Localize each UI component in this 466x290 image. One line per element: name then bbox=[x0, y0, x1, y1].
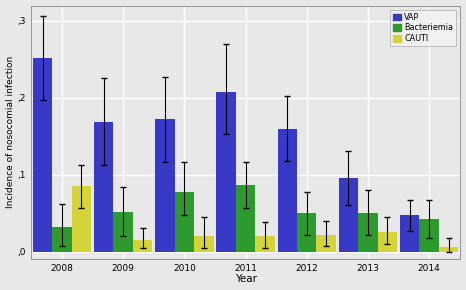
Bar bbox=[236, 185, 255, 251]
Bar bbox=[278, 128, 297, 251]
Bar bbox=[133, 240, 152, 251]
Legend: VAP, Bacteriemia, CAUTI: VAP, Bacteriemia, CAUTI bbox=[390, 10, 456, 46]
Bar bbox=[155, 119, 175, 251]
Bar bbox=[358, 213, 378, 251]
Bar bbox=[297, 213, 316, 251]
X-axis label: Year: Year bbox=[234, 274, 257, 284]
Bar bbox=[339, 178, 358, 251]
Y-axis label: Incidence of nosocomial infection: Incidence of nosocomial infection bbox=[6, 56, 14, 209]
Bar bbox=[378, 232, 397, 251]
Bar bbox=[72, 186, 91, 251]
Bar bbox=[419, 219, 439, 251]
Bar bbox=[400, 215, 419, 251]
Bar bbox=[94, 122, 113, 251]
Bar bbox=[216, 92, 236, 251]
Bar bbox=[52, 227, 72, 251]
Bar bbox=[316, 235, 336, 251]
Bar bbox=[175, 192, 194, 251]
Bar bbox=[439, 247, 459, 251]
Bar bbox=[113, 211, 133, 251]
Bar bbox=[255, 236, 275, 251]
Bar bbox=[33, 58, 52, 251]
Bar bbox=[194, 236, 213, 251]
